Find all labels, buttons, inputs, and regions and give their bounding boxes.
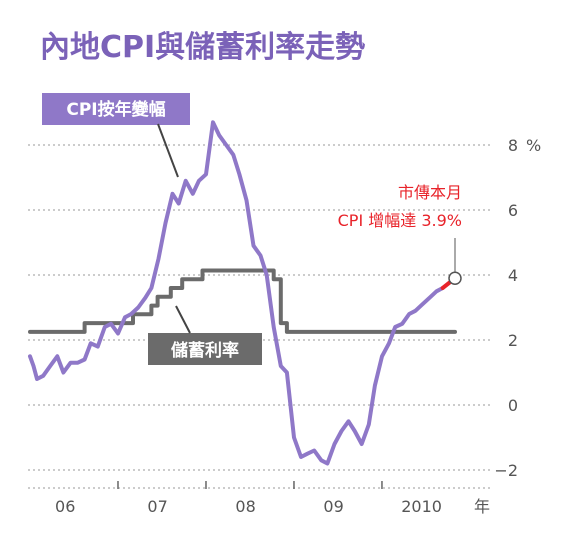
x-tick-label: 2010 <box>401 497 442 516</box>
annotation-line2: CPI 增幅達 3.9% <box>338 211 462 230</box>
cpi-series <box>28 120 445 466</box>
x-unit-label: 年 <box>474 497 490 516</box>
rate-label-leader <box>175 305 191 334</box>
y-tick-label: 6 <box>508 201 518 220</box>
y-tick-label: 2 <box>508 331 518 350</box>
y-tick-label: 0 <box>508 396 518 415</box>
rate-label-box <box>148 333 262 365</box>
cpi-label-box <box>42 93 190 125</box>
chart-title: 內地CPI與儲蓄利率走勢 <box>40 30 366 65</box>
y-axis-ticks: −2 0 2 4 6 8% <box>494 136 541 480</box>
y-tick-label: −2 <box>494 461 518 480</box>
x-tick-label: 07 <box>147 497 167 516</box>
rate-series <box>28 268 457 334</box>
x-axis-ticks: 06 07 08 09 2010 年 <box>28 481 490 516</box>
x-tick-label: 09 <box>323 497 343 516</box>
projection-point <box>448 271 462 285</box>
x-tick-label: 08 <box>235 497 255 516</box>
annotation-group: 市傳本月 CPI 增幅達 3.9% <box>338 183 462 290</box>
y-unit-label: % <box>526 136 541 155</box>
cpi-label-text: CPI按年變幅 <box>66 99 165 120</box>
cpi-label-leader <box>157 123 179 178</box>
rate-label-text: 儲蓄利率 <box>171 340 239 361</box>
x-tick-label: 06 <box>55 497 75 516</box>
rate-line <box>28 268 457 334</box>
y-tick-label: 8 <box>508 136 518 155</box>
annotation-line1: 市傳本月 <box>398 183 462 202</box>
y-tick-label: 4 <box>508 266 518 285</box>
cpi-line <box>28 120 445 466</box>
